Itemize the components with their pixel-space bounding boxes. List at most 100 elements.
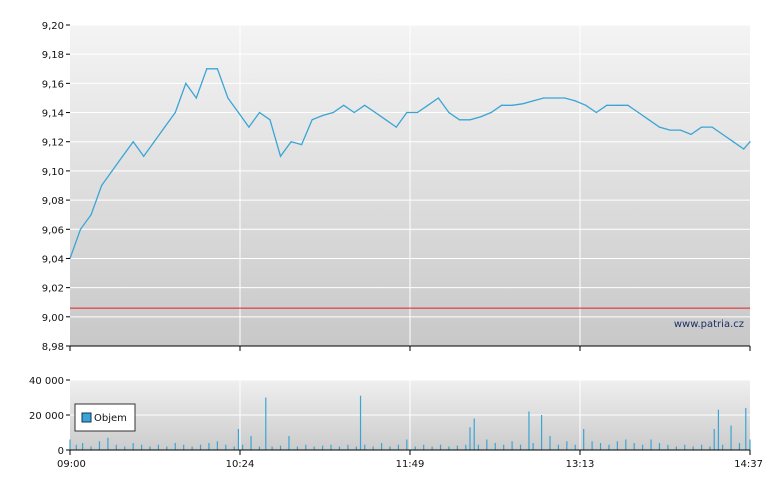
volume-bar bbox=[511, 441, 513, 450]
volume-bar bbox=[465, 444, 467, 450]
price-data-point bbox=[595, 111, 597, 114]
price-data-point bbox=[343, 104, 345, 106]
price-data-point bbox=[143, 155, 145, 157]
volume-bar bbox=[738, 443, 741, 450]
price-data-point bbox=[122, 155, 124, 157]
price-data-point bbox=[206, 68, 208, 70]
price-data-point bbox=[669, 129, 671, 131]
price-y-tick-label: 9,16 bbox=[42, 79, 64, 90]
price-data-point bbox=[522, 103, 524, 105]
price-data-point bbox=[416, 111, 418, 114]
watermark-text: www.patria.cz bbox=[674, 319, 744, 330]
volume-bar bbox=[486, 439, 488, 450]
volume-bar bbox=[355, 446, 357, 450]
volume-bar bbox=[132, 443, 134, 450]
volume-bar bbox=[557, 444, 560, 450]
price-series-line bbox=[69, 68, 751, 259]
volume-bar bbox=[745, 408, 747, 450]
volume-bar bbox=[372, 446, 374, 450]
price-data-point bbox=[90, 214, 92, 216]
price-data-point bbox=[511, 104, 513, 106]
volume-bar bbox=[149, 446, 151, 450]
price-data-point bbox=[606, 104, 608, 106]
price-y-tick-label: 9,10 bbox=[42, 167, 64, 178]
volume-bar bbox=[519, 444, 522, 450]
volume-bar bbox=[140, 444, 143, 450]
volume-bar bbox=[473, 418, 475, 450]
volume-bar bbox=[709, 446, 711, 450]
price-data-point bbox=[469, 119, 471, 121]
volume-bar bbox=[183, 444, 185, 450]
volume-bar bbox=[305, 444, 307, 450]
price-data-point bbox=[743, 148, 745, 150]
volume-bar bbox=[722, 444, 724, 450]
volume-bar bbox=[608, 444, 610, 450]
price-data-point bbox=[248, 126, 250, 128]
volume-bar bbox=[633, 443, 635, 450]
price-data-point bbox=[532, 100, 534, 102]
price-y-tick-label: 9,00 bbox=[42, 313, 64, 324]
price-data-point bbox=[174, 111, 176, 114]
price-data-point bbox=[237, 111, 240, 114]
price-data-point bbox=[479, 116, 482, 118]
volume-bar bbox=[389, 446, 391, 450]
price-data-point bbox=[79, 228, 82, 230]
volume-bar bbox=[107, 437, 109, 450]
price-data-point bbox=[227, 97, 229, 99]
price-y-tick-label: 9,18 bbox=[42, 50, 64, 61]
volume-bar bbox=[380, 443, 383, 450]
x-tick-label: 13:13 bbox=[566, 459, 595, 470]
volume-bar bbox=[90, 446, 92, 450]
price-data-point bbox=[185, 82, 187, 84]
volume-bar bbox=[439, 444, 442, 450]
price-data-point bbox=[564, 97, 566, 99]
volume-bar bbox=[166, 446, 168, 450]
x-tick-label: 11:49 bbox=[396, 459, 425, 470]
price-y-tick-label: 9,20 bbox=[42, 21, 64, 32]
price-data-point bbox=[553, 97, 555, 99]
volume-bar bbox=[406, 439, 408, 450]
volume-bar bbox=[216, 441, 218, 450]
price-data-point bbox=[279, 155, 282, 157]
volume-bar bbox=[477, 444, 480, 450]
volume-bar bbox=[503, 444, 505, 450]
volume-bar bbox=[574, 444, 576, 450]
volume-y-tick-label: 40 000 bbox=[29, 376, 64, 387]
price-data-point bbox=[458, 119, 461, 121]
price-data-point bbox=[490, 111, 492, 114]
price-data-point bbox=[258, 111, 261, 114]
volume-legend: Objem bbox=[74, 403, 136, 432]
price-data-point bbox=[448, 111, 450, 114]
legend-swatch bbox=[81, 412, 92, 423]
price-data-point bbox=[364, 104, 366, 106]
price-data-point bbox=[711, 126, 713, 128]
price-y-tick-label: 9,12 bbox=[42, 138, 64, 149]
volume-bar bbox=[713, 429, 715, 450]
price-data-point bbox=[269, 119, 271, 121]
price-data-point bbox=[574, 100, 576, 102]
price-y-tick-label: 9,06 bbox=[42, 225, 64, 236]
volume-bar bbox=[528, 411, 530, 450]
price-data-point bbox=[332, 111, 334, 114]
price-data-point bbox=[722, 133, 724, 136]
price-y-tick-label: 9,14 bbox=[42, 109, 64, 120]
volume-bar bbox=[650, 439, 652, 450]
price-data-point bbox=[637, 111, 640, 114]
volume-bar bbox=[730, 425, 732, 450]
volume-bar bbox=[700, 444, 703, 450]
price-data-point bbox=[658, 126, 661, 128]
volume-bar bbox=[591, 441, 593, 450]
volume-bar bbox=[82, 443, 84, 450]
price-data-point bbox=[300, 144, 303, 146]
price-data-point bbox=[616, 104, 618, 106]
volume-bar bbox=[566, 441, 568, 450]
volume-bar bbox=[616, 441, 618, 450]
volume-bar bbox=[208, 443, 210, 450]
price-data-point bbox=[111, 170, 113, 172]
volume-bar bbox=[599, 443, 602, 450]
volume-bar bbox=[532, 443, 534, 450]
volume-bar bbox=[469, 427, 471, 450]
volume-bar bbox=[191, 446, 193, 450]
volume-bar bbox=[75, 444, 77, 450]
price-data-point bbox=[500, 104, 503, 106]
